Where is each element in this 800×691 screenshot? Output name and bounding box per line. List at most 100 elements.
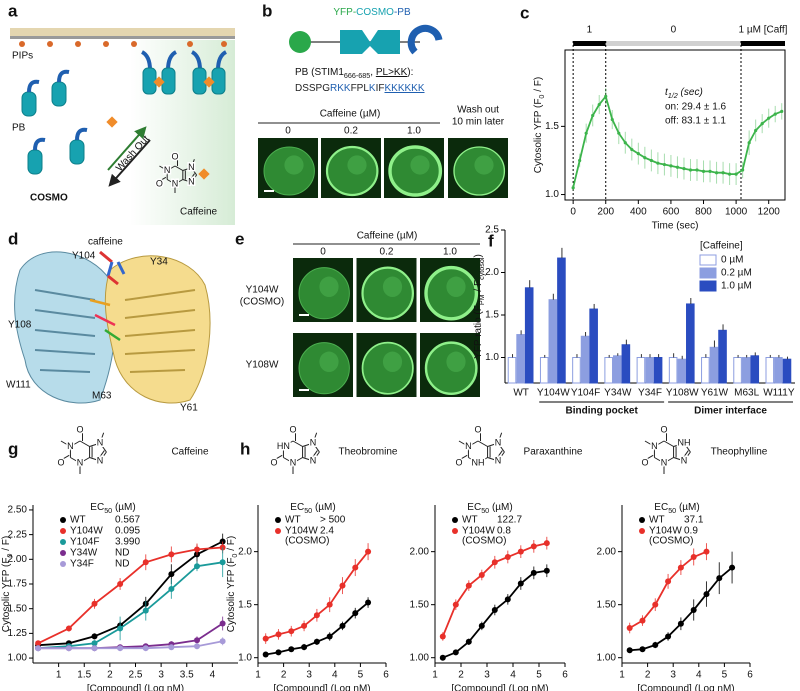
data-point bbox=[690, 606, 697, 613]
bond bbox=[487, 457, 499, 462]
bar bbox=[733, 357, 742, 384]
bar bbox=[765, 357, 775, 384]
data-point bbox=[168, 551, 175, 558]
data-point bbox=[636, 152, 640, 156]
bond bbox=[302, 457, 314, 462]
protein-structure bbox=[14, 250, 211, 404]
annotation: on: 29.4 ± 1.6 bbox=[665, 102, 727, 113]
data-point bbox=[168, 585, 175, 592]
x-tick-label: 2 bbox=[107, 670, 113, 681]
construct-name: YFP-COSMO-PB bbox=[333, 7, 411, 18]
legend-marker bbox=[639, 517, 645, 523]
x-tick-label: 1 bbox=[432, 670, 438, 681]
data-point bbox=[584, 131, 588, 135]
methyl-bond bbox=[497, 432, 503, 444]
nucleus bbox=[410, 155, 430, 175]
legend-label: 0 µM bbox=[721, 255, 743, 266]
data-point bbox=[301, 622, 308, 629]
bond bbox=[487, 442, 499, 447]
data-point bbox=[652, 641, 659, 648]
bond bbox=[190, 167, 198, 176]
y-axis-label-part: ) bbox=[473, 254, 484, 257]
ec50-header: EC50 (µM) bbox=[90, 502, 135, 516]
x-tick-label: 2 bbox=[281, 670, 287, 681]
x-tick-label: M63L bbox=[734, 388, 759, 399]
ec50-header-part: 50 bbox=[668, 506, 676, 515]
panel-letter: a bbox=[8, 1, 18, 20]
bond bbox=[497, 442, 505, 453]
legend-swatch bbox=[699, 254, 717, 266]
atom-label: O bbox=[57, 457, 64, 467]
data-point bbox=[168, 644, 175, 651]
x-axis-label: Time (sec) bbox=[652, 221, 699, 232]
y-axis-label-part: cytosol bbox=[477, 257, 486, 280]
data-point bbox=[773, 112, 777, 116]
atom-label: N bbox=[310, 437, 317, 447]
y-tick-label: 1.50 bbox=[8, 603, 28, 614]
data-point bbox=[219, 559, 226, 566]
legend-label: Y104W bbox=[462, 526, 495, 537]
y-tick-label: 1.0 bbox=[238, 652, 252, 663]
bond bbox=[166, 179, 176, 185]
x-tick-label: 6 bbox=[383, 670, 389, 681]
y-axis-label-part: 0 bbox=[5, 554, 14, 558]
legend-label: Y104F bbox=[70, 537, 99, 548]
bar bbox=[686, 303, 695, 384]
ec50-header-part: (µM) bbox=[676, 502, 700, 513]
methyl-bond bbox=[190, 159, 195, 168]
x-tick-label: Y34W bbox=[604, 388, 632, 399]
data-point bbox=[530, 569, 537, 576]
pb-description-part: PB (STIM1 bbox=[295, 67, 344, 78]
washout-note: Wash out bbox=[457, 105, 499, 116]
condition-label: 0 bbox=[285, 126, 291, 137]
legend-marker bbox=[452, 528, 458, 534]
yfp-domain bbox=[289, 31, 311, 53]
x-tick-label: Y104F bbox=[571, 388, 600, 399]
data-point bbox=[65, 645, 72, 652]
ligand-label: caffeine bbox=[88, 237, 123, 248]
nucleus bbox=[284, 155, 304, 175]
legend-marker bbox=[60, 561, 66, 567]
panel-a-cartoon bbox=[10, 28, 235, 225]
data-point bbox=[262, 635, 269, 642]
pb-description-part: , bbox=[370, 67, 376, 78]
condition-label: 1.0 bbox=[407, 126, 421, 137]
nucleus bbox=[446, 351, 466, 373]
data-point bbox=[219, 620, 226, 627]
t-half-header-part: t bbox=[665, 87, 669, 98]
data-point bbox=[326, 633, 333, 640]
atom-label: O bbox=[171, 151, 178, 161]
data-point bbox=[504, 596, 511, 603]
data-point bbox=[543, 567, 550, 574]
bond bbox=[477, 440, 488, 447]
data-point bbox=[288, 646, 295, 653]
bond bbox=[89, 457, 101, 462]
atom-label: O bbox=[270, 457, 277, 467]
ec50-value: 0.095 bbox=[115, 526, 140, 537]
data-point bbox=[656, 161, 660, 165]
data-point bbox=[491, 559, 498, 566]
data-point bbox=[352, 564, 359, 571]
bar bbox=[636, 357, 646, 384]
y-axis-label-part: Cytosolic YFP (F bbox=[1, 558, 12, 633]
washout-arrow bbox=[108, 139, 151, 187]
panel-letter: d bbox=[8, 229, 18, 248]
atom-label: HN bbox=[277, 441, 290, 451]
annotation: off: 83.1 ± 1.1 bbox=[665, 116, 726, 127]
series-line bbox=[629, 566, 733, 652]
data-point bbox=[665, 633, 672, 640]
stimulus-bar bbox=[573, 41, 606, 46]
y-axis-label-part: / F bbox=[473, 280, 484, 294]
legend-note: (COSMO) bbox=[649, 536, 693, 547]
bond bbox=[310, 450, 318, 460]
y-tick-label: 2.00 bbox=[8, 554, 28, 565]
ec50-value: 0.8 bbox=[497, 526, 511, 537]
bind-arrow bbox=[107, 126, 147, 171]
residue-label: Y61 bbox=[180, 403, 198, 414]
x-tick-label: 1 bbox=[56, 670, 62, 681]
bond bbox=[468, 440, 479, 447]
y-axis-label-part: / F) bbox=[1, 536, 12, 554]
bond bbox=[643, 454, 654, 462]
bond bbox=[654, 457, 665, 464]
data-point bbox=[478, 571, 485, 578]
